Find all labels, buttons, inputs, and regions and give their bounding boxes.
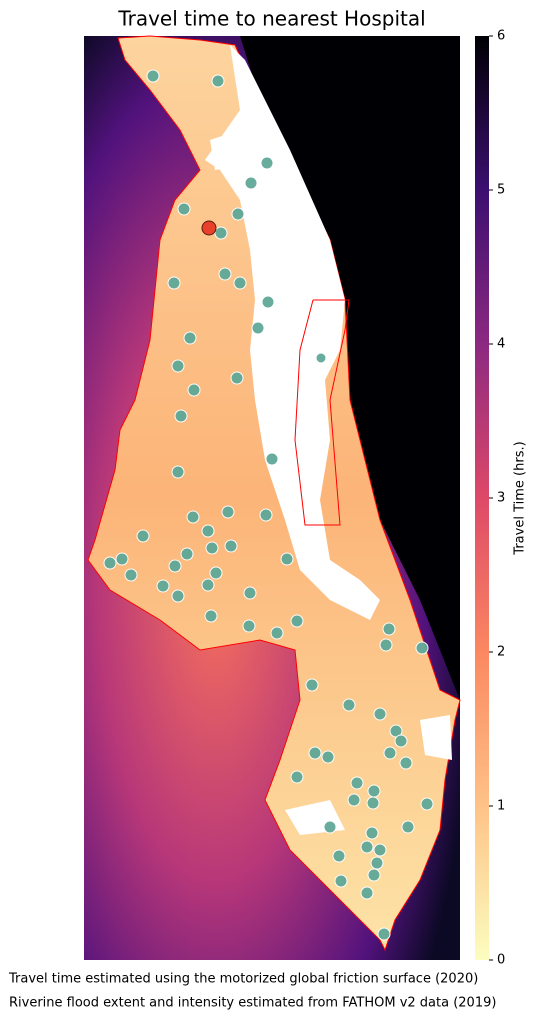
colorbar-tick-label: 1 <box>497 799 505 814</box>
border-line <box>294 299 350 526</box>
map <box>84 35 461 960</box>
colorbar-ticks: 0 1 2 3 4 5 6 <box>489 29 505 968</box>
lake-patch <box>420 715 452 760</box>
colorbar-tick-label: 3 <box>497 491 505 506</box>
colorbar-tick-label: 2 <box>497 645 505 660</box>
country-outline <box>87 35 461 952</box>
colorbar-tick-label: 0 <box>497 953 505 968</box>
highlight-point <box>201 220 217 236</box>
map-title: Travel time to nearest Hospital <box>117 7 425 31</box>
lake-patch <box>210 130 245 170</box>
colorbar-tick-label: 6 <box>497 29 505 44</box>
colorbar-gradient <box>475 36 489 960</box>
colorbar-tick-label: 4 <box>497 337 505 352</box>
caption: Riverine flood extent and intensity esti… <box>9 996 496 1011</box>
colorbar-tick-label: 5 <box>497 183 505 198</box>
colorbar: 0 1 2 3 4 5 6 Travel Time (hrs.) <box>475 29 528 968</box>
colorbar-label: Travel Time (hrs.) <box>513 441 528 555</box>
dark-region <box>240 36 460 700</box>
hospital-points <box>103 69 434 941</box>
caption: Travel time estimated using the motorize… <box>8 972 478 987</box>
